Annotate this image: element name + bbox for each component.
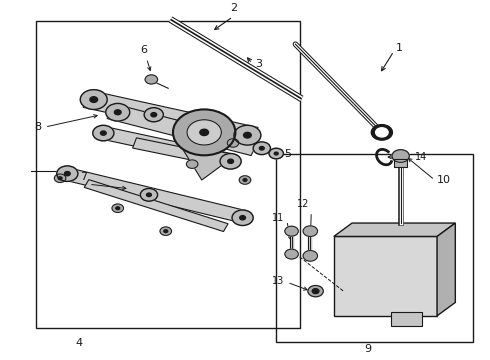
Circle shape — [303, 251, 318, 261]
Polygon shape — [178, 141, 235, 180]
Circle shape — [106, 103, 130, 121]
Circle shape — [140, 189, 158, 201]
Circle shape — [371, 125, 392, 140]
Text: 13: 13 — [272, 275, 284, 285]
Polygon shape — [107, 104, 258, 156]
Text: 1: 1 — [396, 43, 403, 53]
Circle shape — [54, 174, 66, 183]
Circle shape — [227, 139, 239, 147]
Circle shape — [187, 120, 221, 145]
Circle shape — [200, 129, 209, 136]
Bar — [391, 312, 421, 327]
Circle shape — [58, 177, 62, 180]
Circle shape — [240, 216, 245, 220]
Circle shape — [65, 171, 70, 176]
Circle shape — [232, 210, 253, 225]
Text: 3: 3 — [256, 59, 263, 68]
Bar — [276, 154, 473, 342]
Text: 7: 7 — [80, 172, 88, 182]
Polygon shape — [334, 223, 455, 237]
Polygon shape — [98, 126, 235, 167]
Circle shape — [243, 179, 247, 181]
Circle shape — [114, 110, 121, 115]
Circle shape — [147, 193, 151, 197]
Circle shape — [100, 131, 106, 135]
Circle shape — [220, 153, 241, 169]
Circle shape — [90, 97, 98, 102]
Circle shape — [173, 109, 235, 155]
Circle shape — [112, 204, 123, 212]
Circle shape — [160, 227, 172, 235]
Polygon shape — [437, 223, 455, 316]
Text: 12: 12 — [297, 199, 309, 209]
Polygon shape — [133, 138, 223, 166]
Circle shape — [285, 249, 298, 259]
Circle shape — [285, 226, 298, 236]
Circle shape — [228, 159, 233, 163]
Text: 8: 8 — [34, 122, 41, 132]
Text: 4: 4 — [76, 338, 83, 348]
Circle shape — [376, 128, 388, 137]
Circle shape — [186, 160, 198, 168]
Bar — [36, 21, 300, 328]
Text: 11: 11 — [272, 213, 284, 223]
Text: 14: 14 — [415, 152, 427, 162]
Circle shape — [253, 142, 270, 154]
Circle shape — [244, 132, 251, 138]
Circle shape — [116, 207, 120, 210]
Circle shape — [303, 226, 318, 237]
Circle shape — [80, 90, 107, 109]
Polygon shape — [60, 167, 248, 223]
Circle shape — [164, 230, 168, 233]
Circle shape — [151, 113, 157, 117]
Text: 10: 10 — [437, 175, 451, 185]
Circle shape — [93, 125, 114, 141]
Circle shape — [57, 166, 78, 181]
Polygon shape — [83, 90, 258, 144]
Circle shape — [392, 150, 409, 162]
Text: 9: 9 — [364, 344, 371, 354]
Circle shape — [269, 148, 283, 159]
Bar — [334, 237, 437, 316]
Circle shape — [274, 152, 278, 155]
Bar — [394, 159, 407, 167]
Polygon shape — [84, 180, 228, 231]
Circle shape — [145, 75, 158, 84]
Circle shape — [312, 289, 319, 294]
Circle shape — [259, 147, 264, 150]
Text: 5: 5 — [284, 149, 292, 158]
Circle shape — [144, 108, 163, 122]
Text: 6: 6 — [141, 45, 147, 55]
Circle shape — [308, 285, 323, 297]
Circle shape — [239, 176, 251, 184]
Text: 2: 2 — [230, 4, 237, 13]
Circle shape — [234, 125, 261, 145]
